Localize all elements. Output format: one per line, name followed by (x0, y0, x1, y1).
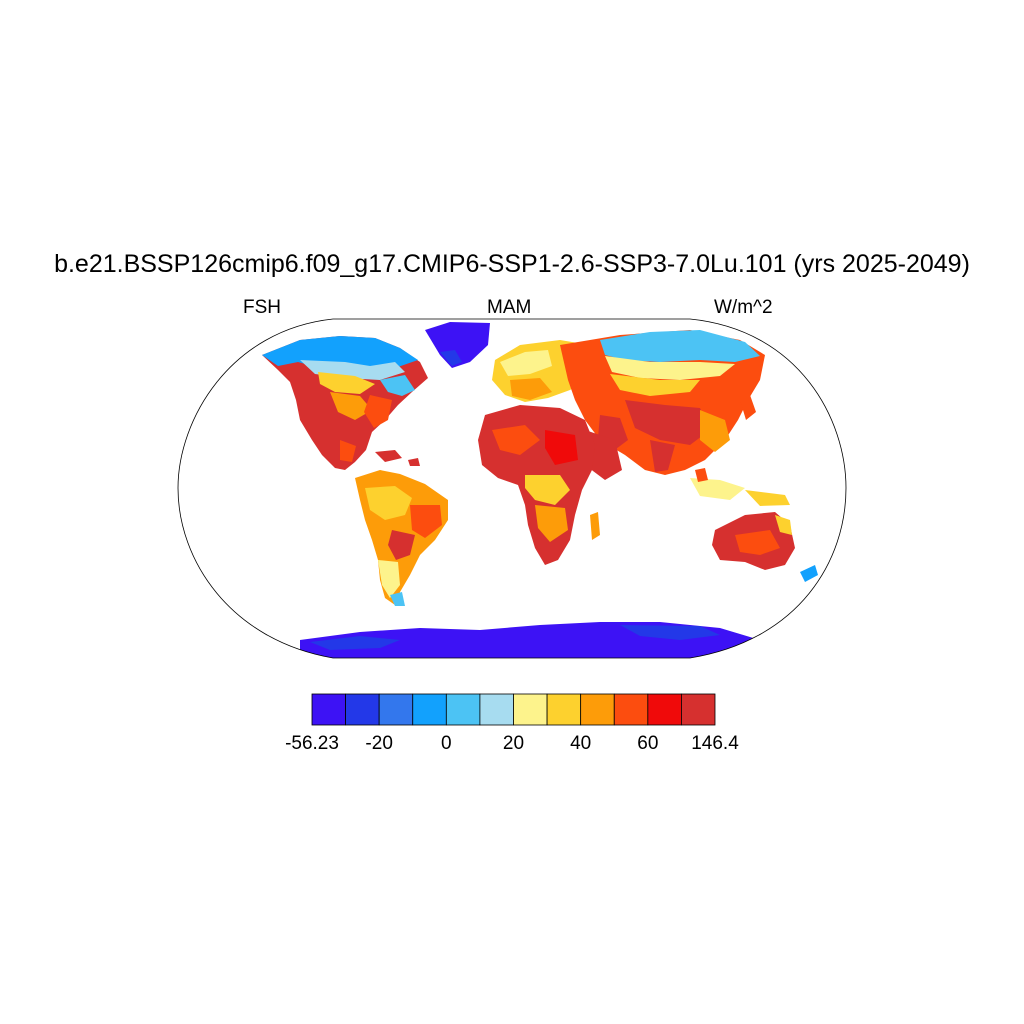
colorbar-swatch (445, 693, 481, 726)
colorbar-tick-label: -56.23 (285, 733, 339, 754)
colorbar-tick-label: 60 (637, 733, 659, 754)
colorbar-swatch (479, 693, 514, 726)
colorbar-swatch (613, 693, 649, 726)
colorbar-swatch (311, 693, 346, 726)
colorbar-tick-label: 146.4 (691, 733, 739, 754)
colorbar-swatch (513, 693, 548, 726)
colorbar (311, 693, 716, 726)
colorbar-tick-label: -20 (365, 733, 393, 754)
variable-label: FSH (243, 297, 281, 318)
units-label: W/m^2 (714, 297, 773, 318)
colorbar-swatch (412, 693, 447, 726)
colorbar-swatch (580, 693, 615, 726)
season-label: MAM (487, 297, 532, 318)
greenland (425, 322, 490, 368)
colorbar-tick-label: 20 (502, 733, 525, 754)
plot-title: b.e21.BSSP126cmip6.f09_g17.CMIP6-SSP1-2.… (54, 250, 970, 278)
land-field (262, 322, 818, 658)
colorbar-tick-label: 40 (570, 733, 592, 754)
colorbar-swatch (345, 693, 380, 726)
colorbar-swatch (378, 693, 414, 726)
colorbar-tick-label: 0 (441, 733, 452, 754)
colorbar-swatch (546, 693, 582, 726)
globe-outline (177, 318, 847, 659)
colorbar-swatch (647, 693, 682, 726)
colorbar-swatch (681, 693, 716, 726)
